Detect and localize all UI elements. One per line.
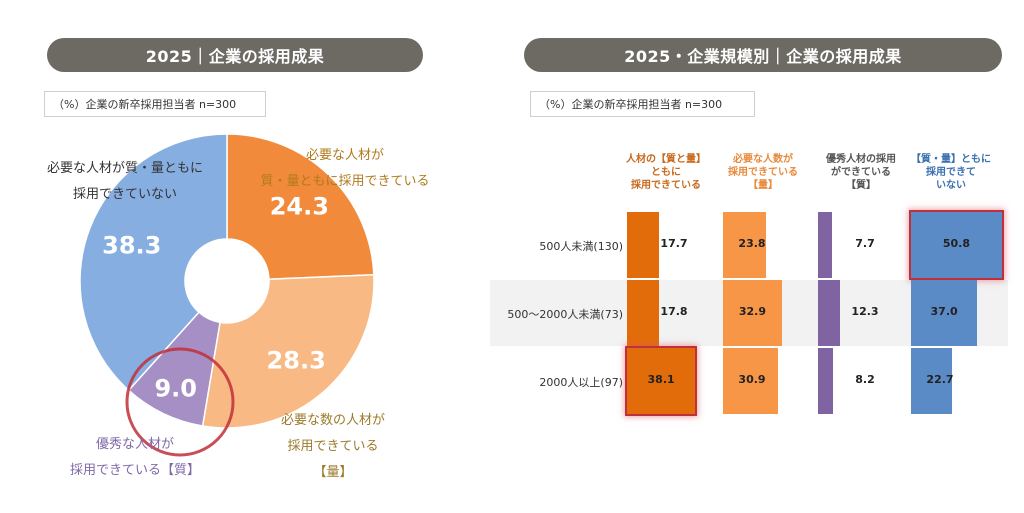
bar-value: 17.8 [660,305,688,318]
donut-value-neither: 38.3 [102,231,161,259]
bar-value: 17.7 [660,237,688,250]
row-label: 500人未満(130) [539,240,623,253]
bar-quantity [723,280,782,346]
label-neither-text: 必要な人材が質・量ともに 採用できていない [46,161,203,202]
highlight-circle [125,347,235,457]
donut-slice-neither [79,133,228,392]
label-both: 必要な人材が 質・量ともに採用できている [245,143,445,195]
donut-value-quantity: 28.3 [267,346,326,374]
bar-neither [911,280,978,346]
bar-value: 32.9 [738,305,766,318]
label-quantity: 必要な数の人材が 採用できている 【量】 [258,408,408,486]
bar-both [627,348,696,414]
label-both-text: 必要な人材が 質・量ともに採用できている [260,148,430,189]
bar-quantity [723,212,766,278]
bar-value: 22.7 [926,373,954,386]
column-header-both: 人材の【質と量】 ともに 採用できている [626,154,706,191]
bar-value: 38.1 [647,373,675,386]
bar-value: 30.9 [738,373,766,386]
bar-quality [818,212,832,278]
donut-chart: 24.3 28.3 9.0 38.3 [79,133,375,457]
bar-quality [818,348,833,414]
left-note: （%）企業の新卒採用担当者 n=300 [44,91,266,117]
column-header-quantity: 必要な人数が 採用できている 【量】 [728,154,798,191]
label-neither: 必要な人材が質・量ともに 採用できていない [30,156,220,208]
label-quality-text: 優秀な人材が 採用できている【質】 [69,437,200,478]
right-title: 2025・企業規模別｜企業の採用成果 [524,38,1002,72]
column-header-quality: 優秀人材の採用 ができている 【質】 [826,154,896,191]
donut-value-both: 24.3 [270,193,329,221]
bar-both [627,212,659,278]
bar-value: 8.2 [855,373,875,386]
label-quantity-text: 必要な数の人材が 採用できている 【量】 [280,413,385,480]
donut-value-quality: 9.0 [154,374,197,402]
bar-quality [818,280,841,346]
column-header-neither: 【質・量】ともに 採用できて いない [911,154,991,191]
left-title: 2025｜企業の採用成果 [47,38,423,72]
bar-quantity [723,348,779,414]
bar-neither [911,348,952,414]
row-label: 500～2000人未満(73) [507,308,623,321]
bar-value: 12.3 [851,305,879,318]
donut-slice-both [226,133,375,280]
label-quality: 優秀な人材が 採用できている【質】 [40,432,230,484]
bar-value: 50.8 [942,237,971,250]
bar-neither [911,212,1002,278]
donut-slice-quantity [201,273,375,429]
bar-value: 37.0 [930,305,958,318]
bar-both [627,280,659,346]
right-note: （%）企業の新卒採用担当者 n=300 [530,91,755,117]
bar-value: 23.8 [738,237,766,250]
row-label: 2000人以上(97) [539,376,623,389]
bar-value: 7.7 [855,237,875,250]
